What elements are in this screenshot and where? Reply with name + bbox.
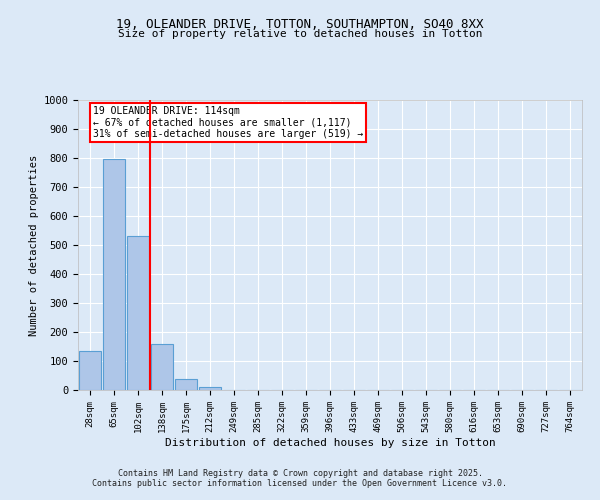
Bar	[79, 351, 101, 390]
Bar	[127, 236, 149, 390]
Text: Contains HM Land Registry data © Crown copyright and database right 2025.: Contains HM Land Registry data © Crown c…	[118, 468, 482, 477]
Bar	[199, 386, 221, 390]
Bar	[151, 344, 173, 390]
Bar	[103, 160, 125, 390]
Text: Contains public sector information licensed under the Open Government Licence v3: Contains public sector information licen…	[92, 478, 508, 488]
Text: 19 OLEANDER DRIVE: 114sqm
← 67% of detached houses are smaller (1,117)
31% of se: 19 OLEANDER DRIVE: 114sqm ← 67% of detac…	[93, 106, 364, 139]
Bar	[175, 380, 197, 390]
Y-axis label: Number of detached properties: Number of detached properties	[29, 154, 39, 336]
Text: 19, OLEANDER DRIVE, TOTTON, SOUTHAMPTON, SO40 8XX: 19, OLEANDER DRIVE, TOTTON, SOUTHAMPTON,…	[116, 18, 484, 30]
X-axis label: Distribution of detached houses by size in Totton: Distribution of detached houses by size …	[164, 438, 496, 448]
Text: Size of property relative to detached houses in Totton: Size of property relative to detached ho…	[118, 29, 482, 39]
